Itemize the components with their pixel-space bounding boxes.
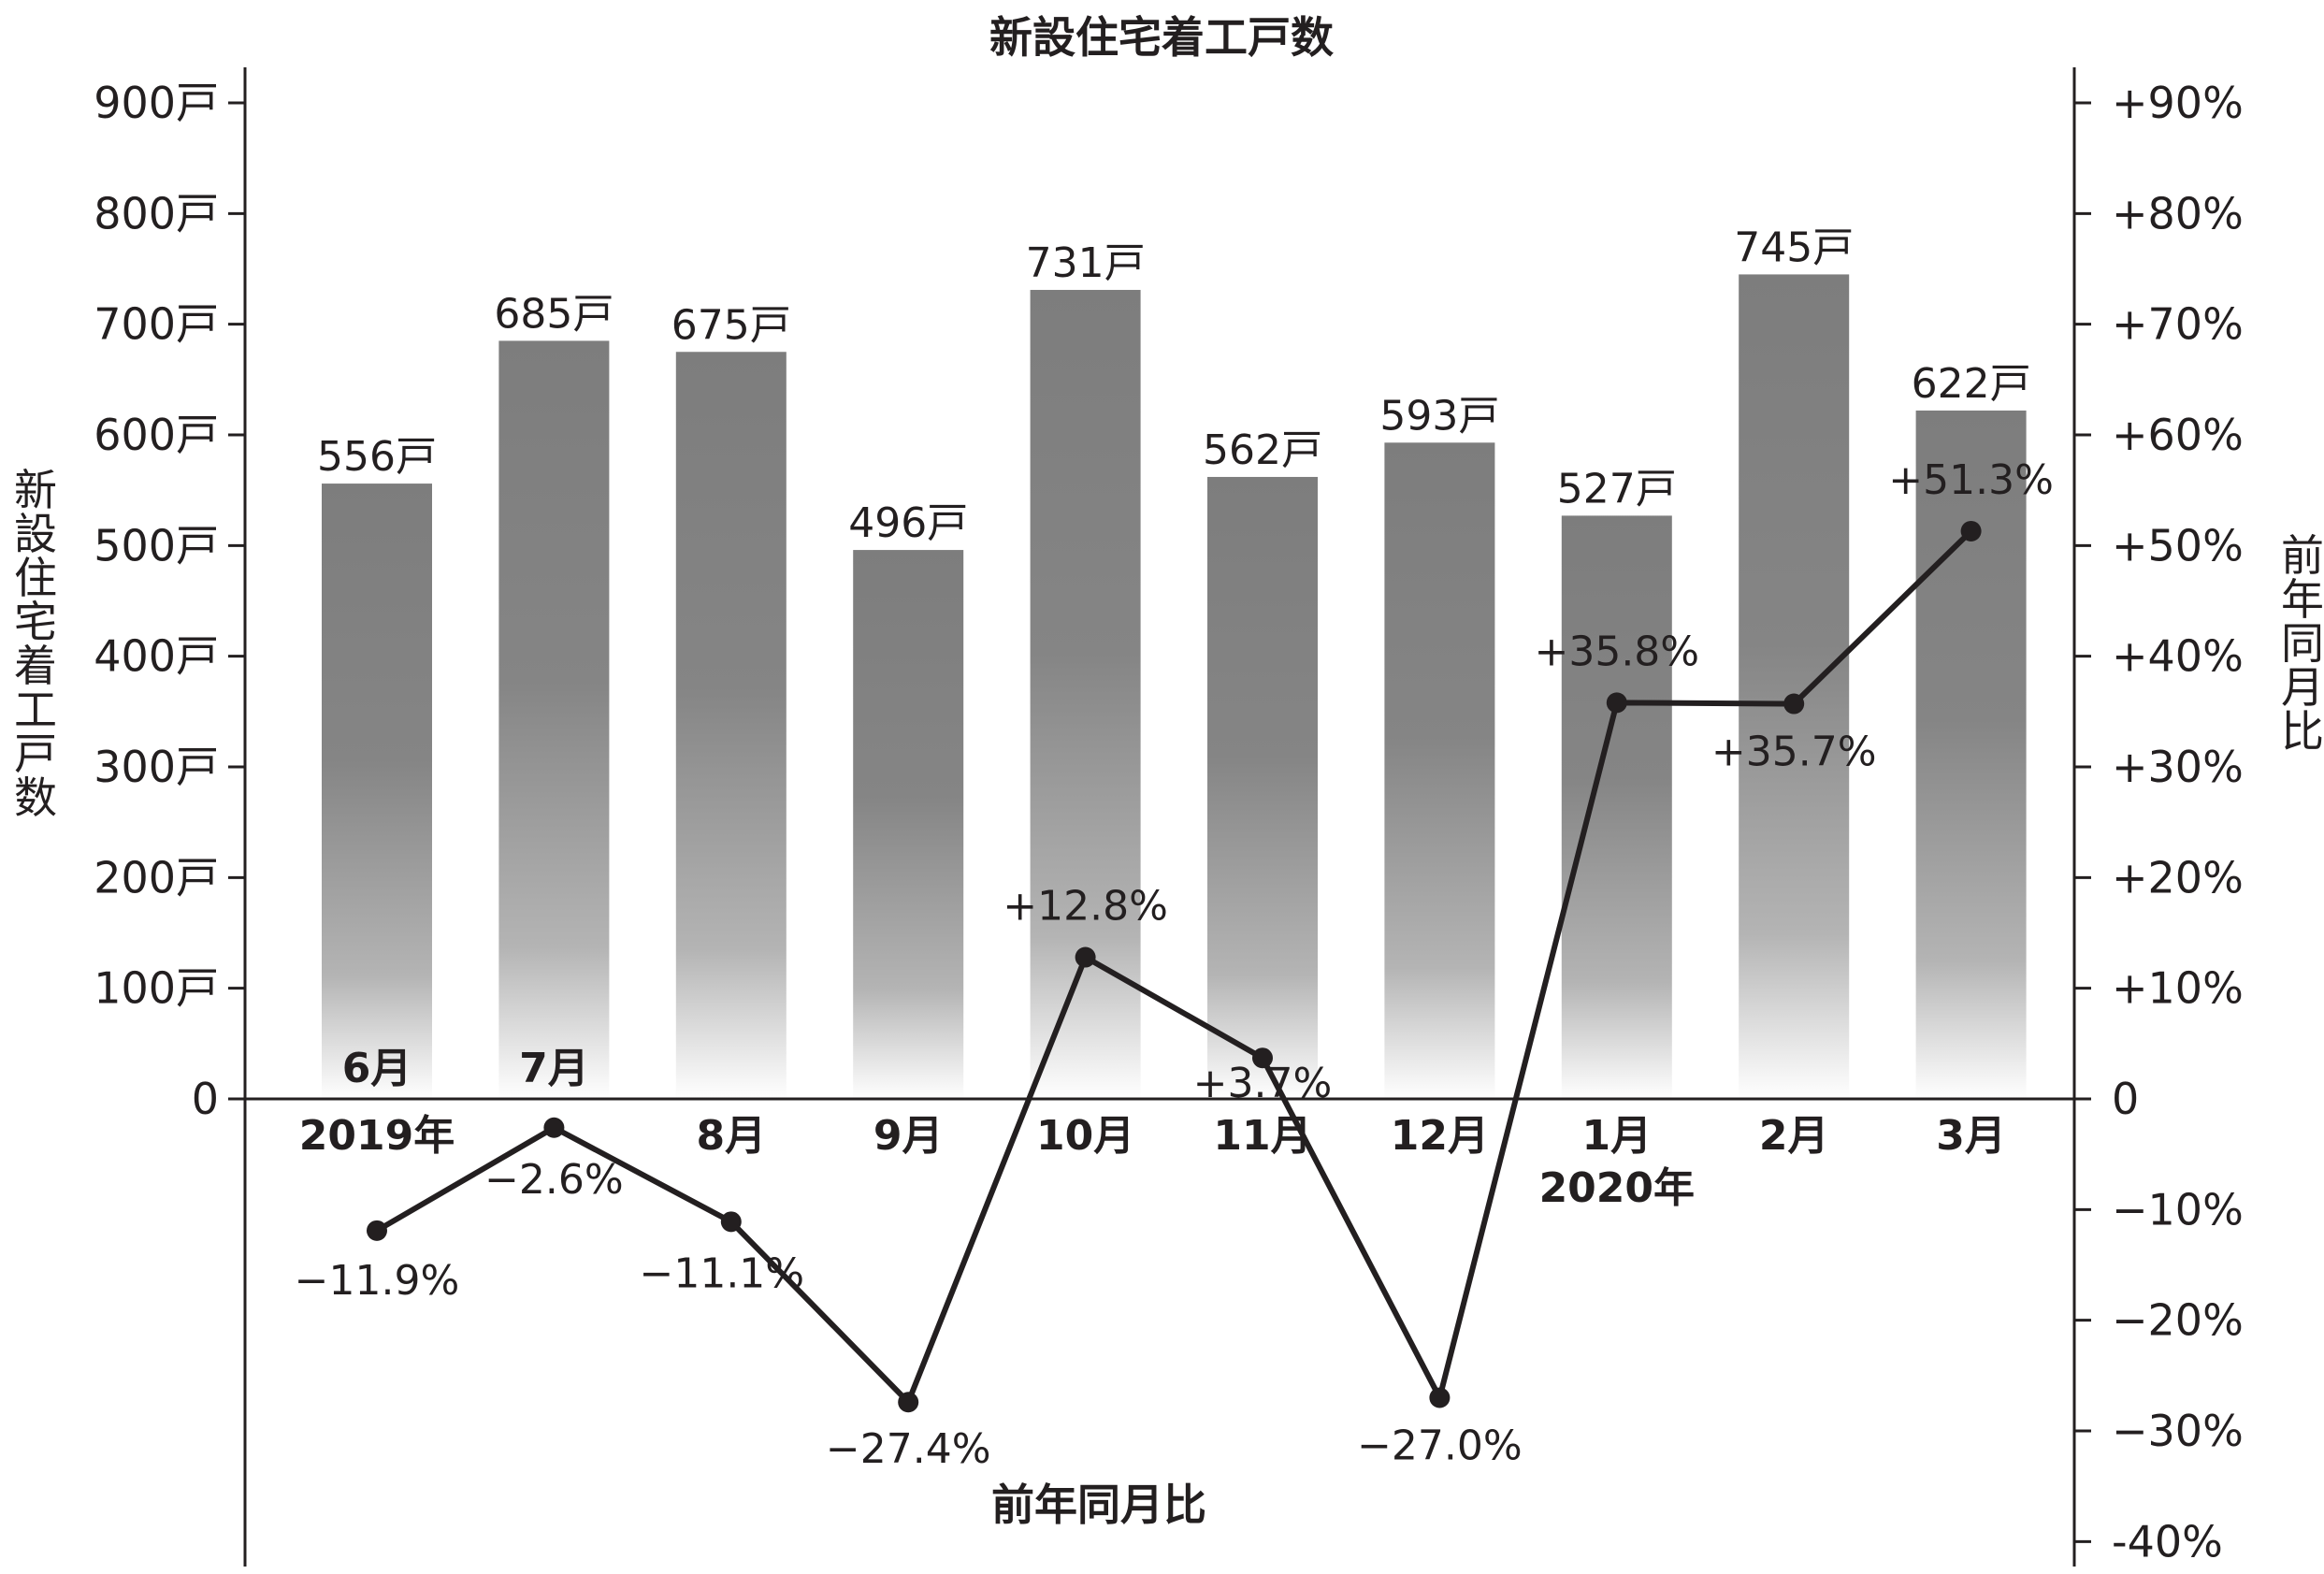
- x-tick-label: 7月: [519, 1045, 589, 1092]
- x-tick-label: 3月: [1936, 1112, 2006, 1160]
- bar-value-label: 562戸: [1203, 426, 1322, 474]
- left-axis-label-char: 数: [14, 773, 57, 823]
- left-axis-tick-label: 200戸: [94, 852, 219, 903]
- line-value-label: +3.7%: [1193, 1060, 1333, 1107]
- left-axis-label-char: 着: [14, 641, 57, 691]
- right-axis-tick-label: +90%: [2112, 78, 2244, 128]
- x-tick-label: 1月: [1581, 1112, 1652, 1160]
- bar-value-label: 496戸: [848, 499, 968, 547]
- line-point: [1075, 946, 1096, 968]
- left-axis-label-char: 設: [14, 509, 57, 559]
- left-axis-tick-label: 800戸: [94, 188, 219, 238]
- left-axis-tick-label: 300戸: [94, 742, 219, 792]
- right-axis-tick-label: −20%: [2112, 1295, 2244, 1346]
- right-axis-label-char: 年: [2281, 574, 2324, 625]
- left-axis-label-char: 新: [14, 465, 57, 515]
- x-year-label: 2019年: [299, 1112, 455, 1160]
- right-axis-tick-label: +70%: [2112, 299, 2244, 350]
- line-point: [1252, 1047, 1273, 1069]
- x-tick-label: 12月: [1391, 1112, 1489, 1160]
- bar: [1915, 410, 2027, 1099]
- right-axis-label-char: 月: [2281, 662, 2324, 713]
- right-axis-label-char: 前: [2281, 530, 2324, 581]
- right-axis-tick-label: +60%: [2112, 410, 2244, 460]
- right-axis-tick-label: +80%: [2112, 188, 2244, 238]
- line-value-label: −11.1%: [639, 1249, 804, 1297]
- line-value-label: −27.0%: [1357, 1422, 1523, 1470]
- bar: [498, 340, 610, 1100]
- bar-value-label: 675戸: [671, 301, 791, 349]
- line-point: [1960, 520, 1982, 542]
- left-axis-tick-label: 500戸: [94, 520, 219, 570]
- left-axis-tick-label: 900戸: [94, 78, 219, 128]
- line-path: [375, 528, 1973, 1406]
- bar-value-label: 593戸: [1379, 392, 1499, 440]
- right-axis-label-char: 比: [2281, 706, 2324, 757]
- x-year-label: 2020年: [1539, 1164, 1695, 1212]
- line-value-label: −11.9%: [295, 1257, 460, 1305]
- line-point: [367, 1220, 387, 1241]
- right-axis-tick-label: +10%: [2112, 963, 2244, 1014]
- right-axis-tick-label: +30%: [2112, 742, 2244, 792]
- left-axis-label-char: 工: [14, 685, 57, 735]
- line-value-label: +51.3%: [1888, 456, 2054, 504]
- line-value-label: −2.6%: [484, 1156, 624, 1204]
- right-axis-tick-label: -40%: [2112, 1516, 2223, 1567]
- right-axis-label-char: 同: [2281, 618, 2324, 669]
- right-axis-tick-label: +50%: [2112, 520, 2244, 570]
- bar-value-label: 622戸: [1912, 360, 2031, 408]
- bar: [1207, 476, 1318, 1099]
- bar: [675, 352, 787, 1099]
- bar-series: 556戸 685戸 675戸 496戸 731戸 562戸 593戸 527戸 745戸 622戸: [317, 224, 2031, 1100]
- left-axis-tick-label: 400戸: [94, 631, 219, 682]
- left-axis-tick-label: 100戸: [94, 963, 219, 1014]
- bar: [1739, 274, 1850, 1100]
- line-point: [720, 1211, 742, 1233]
- left-axis-label-char: 住: [14, 553, 57, 603]
- left-axis-tick-label: 600戸: [94, 410, 219, 460]
- bar: [1561, 515, 1672, 1099]
- bar: [322, 484, 432, 1099]
- line-point: [1783, 693, 1805, 715]
- right-axis-tick-label: −30%: [2112, 1406, 2244, 1456]
- right-axis-tick-label: −10%: [2112, 1184, 2244, 1235]
- left-axis-label-char: 宅: [14, 597, 57, 647]
- x-tick-label: 8月: [696, 1112, 766, 1160]
- right-axis-tick-label: +40%: [2112, 631, 2244, 682]
- line-series: −11.9% −2.6% −11.1% −27.4% +12.8% +3.7% −27.0%…: [295, 456, 2054, 1473]
- axes: 0 100戸 200戸 300戸 400戸 500戸 600戸 700戸 800戸 900戸 +90…: [94, 67, 2244, 1567]
- line-value-label: +35.8%: [1534, 628, 1699, 675]
- line-point: [1606, 692, 1627, 714]
- x-tick-label: 2月: [1759, 1112, 1829, 1160]
- line-value-label: +35.7%: [1711, 729, 1877, 776]
- bar-value-label: 527戸: [1557, 465, 1677, 513]
- x-tick-label: 6月: [342, 1045, 412, 1092]
- left-axis-tick-label: 0: [192, 1074, 219, 1124]
- bar-value-label: 731戸: [1026, 239, 1146, 287]
- x-tick-label: 9月: [873, 1112, 944, 1160]
- line-value-label: −27.4%: [826, 1425, 991, 1473]
- line-point: [898, 1392, 919, 1413]
- chart-title: 新設住宅着工戸数: [989, 12, 1334, 63]
- bar: [1384, 442, 1495, 1099]
- line-point: [543, 1117, 565, 1138]
- bar: [853, 550, 964, 1099]
- line-value-label: +12.8%: [1003, 883, 1168, 931]
- left-axis-label-char: 戸: [14, 729, 57, 779]
- right-axis-tick-label: +20%: [2112, 852, 2244, 903]
- right-axis-label: 前年同月比: [2281, 530, 2324, 757]
- bar-value-label: 685戸: [494, 290, 613, 338]
- left-axis-tick-label: 700戸: [94, 299, 219, 350]
- x-axis-label: 前年同月比: [991, 1480, 1206, 1530]
- x-tick-label: 10月: [1036, 1112, 1134, 1160]
- right-axis-tick-label: 0: [2112, 1074, 2139, 1124]
- bar-value-label: 745戸: [1734, 224, 1854, 271]
- line-point: [1429, 1387, 1451, 1408]
- bar-value-label: 556戸: [317, 433, 437, 481]
- left-axis-label: 新設住宅着工戸数: [14, 465, 57, 823]
